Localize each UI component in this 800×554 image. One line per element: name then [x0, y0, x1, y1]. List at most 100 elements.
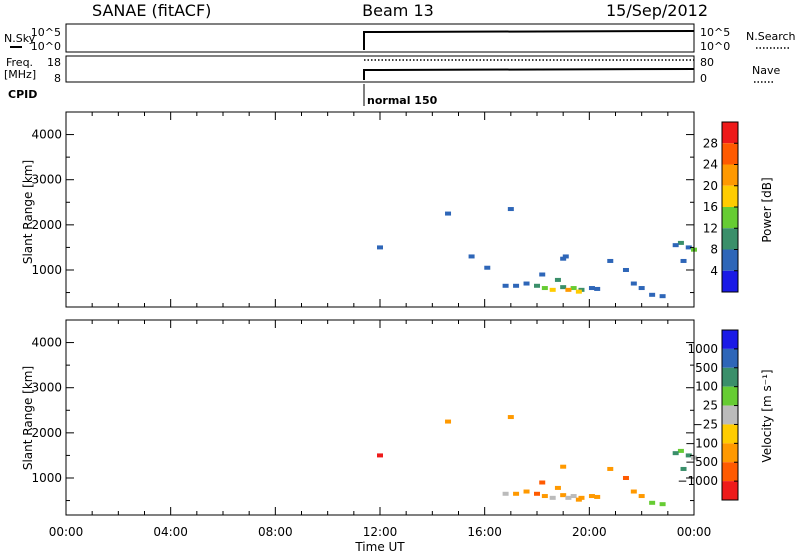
- velocity-cell: [575, 497, 582, 502]
- nave-tick-top: 80: [700, 56, 714, 69]
- nsky-left-tick-top: 10^5: [31, 26, 61, 39]
- velocity-cell: [541, 494, 548, 499]
- power-cell: [534, 283, 540, 288]
- power-colorbar-segment: [722, 143, 738, 165]
- velocity-cell: [445, 419, 452, 424]
- power-cell: [680, 258, 687, 263]
- velocity-cell: [588, 494, 595, 499]
- nsky-trace: [363, 30, 695, 50]
- power-ytick-label: 2000: [31, 218, 62, 232]
- velocity-cell: [649, 500, 656, 505]
- velocity-cell: [685, 453, 692, 458]
- power-cell: [562, 254, 569, 259]
- velocity-colorbar: 1000 500 100 25 −25 −100 −500 −1000: [677, 329, 739, 501]
- power-cell: [630, 281, 637, 286]
- power-cell: [638, 286, 645, 291]
- power-colorbar-tick-label: 24: [703, 158, 718, 172]
- power-colorbar-segment: [722, 164, 738, 186]
- velocity-cell: [607, 466, 614, 471]
- x-tick-labels: 00:00 04:00 08:00 12:00 16:00 20:00 00:00: [49, 525, 712, 539]
- power-cell: [484, 265, 491, 270]
- nsky-label: N.Sky: [4, 32, 36, 45]
- velocity-colorbar-segment: [722, 386, 738, 406]
- power-colorbar-segment: [722, 207, 738, 229]
- x-tick-label: 04:00: [153, 525, 188, 539]
- power-panel: 1000 2000 3000 4000 Slant Range [km] 4 8 12 16…: [21, 111, 774, 308]
- velocity-colorbar-tick-label: −500: [685, 455, 718, 469]
- velocity-colorbar-tick-label: −25: [693, 417, 718, 431]
- power-colorbar-segment: [722, 228, 738, 250]
- velocity-colorbar-tick-label: 500: [695, 361, 718, 375]
- velocity-colorbar-tick-label: −1000: [677, 474, 718, 488]
- power-x-ticks: [65, 112, 695, 307]
- power-colorbar-label: Power [dB]: [760, 177, 774, 242]
- velocity-colorbar-segment: [722, 462, 738, 482]
- velocity-cell: [534, 491, 540, 496]
- power-cell: [507, 207, 514, 212]
- velocity-data-cells: [377, 415, 697, 507]
- power-colorbar: 4 8 12 16 20 24 28: [703, 121, 739, 293]
- power-cell: [607, 258, 614, 263]
- nsky-panel: N.Sky 10^5 10^0 10^5 10^0 N.Search: [4, 23, 796, 53]
- velocity-cell: [560, 493, 567, 498]
- velocity-cell: [622, 475, 629, 480]
- velocity-cell: [672, 451, 679, 456]
- nsky-left-tick-bottom: 10^0: [31, 40, 61, 53]
- x-tick-label: 16:00: [467, 525, 502, 539]
- velocity-cell: [523, 489, 530, 494]
- velocity-cell: [554, 485, 561, 490]
- power-frame: [65, 111, 695, 308]
- velocity-colorbar-segment: [722, 424, 738, 444]
- cpid-label: CPID: [8, 88, 37, 101]
- velocity-cell: [377, 453, 383, 458]
- power-colorbar-tick-label: 8: [710, 243, 718, 257]
- power-cell: [622, 267, 629, 272]
- power-colorbar-tick-label: 12: [703, 221, 718, 235]
- power-cell: [560, 256, 567, 261]
- velocity-colorbar-segment: [722, 330, 738, 349]
- power-ytick-label: 3000: [31, 173, 62, 187]
- power-cell: [565, 287, 572, 292]
- power-ytick-label: 1000: [31, 263, 62, 277]
- velocity-colorbar-segment: [722, 443, 738, 463]
- velocity-colorbar-segment: [722, 367, 738, 387]
- power-colorbar-segment: [722, 249, 738, 271]
- power-cell: [575, 289, 582, 294]
- power-ytick-label: 4000: [31, 128, 62, 142]
- velocity-cell: [549, 495, 556, 500]
- velocity-cell: [677, 448, 684, 453]
- freq-left-tick-top: 18: [47, 56, 61, 69]
- velocity-cell: [594, 494, 601, 499]
- velocity-x-ticks: [65, 320, 695, 515]
- velocity-colorbar-label: Velocity [m s⁻¹]: [760, 369, 774, 462]
- freq-label-line1: Freq.: [6, 56, 33, 69]
- power-colorbar-tick-label: 16: [703, 200, 718, 214]
- cpid-mode-label: normal 150: [367, 94, 438, 107]
- power-cell: [685, 245, 692, 250]
- velocity-cell: [570, 494, 577, 499]
- power-cell: [539, 272, 546, 277]
- velocity-cell: [513, 491, 520, 496]
- power-colorbar-tick-label: 20: [703, 179, 718, 193]
- velocity-colorbar-frame: [721, 329, 739, 501]
- velocity-ytick-label: 4000: [31, 336, 62, 350]
- power-cell: [570, 286, 577, 291]
- velocity-cell: [539, 480, 546, 485]
- power-colorbar-segment: [722, 185, 738, 207]
- velocity-ylabel: Slant Range [km]: [21, 366, 35, 470]
- power-cell: [468, 254, 475, 259]
- power-cell: [560, 285, 567, 290]
- cpid-row: CPID normal 150: [8, 84, 438, 107]
- velocity-cell: [638, 494, 645, 499]
- x-tick-label: 00:00: [677, 525, 712, 539]
- nsky-right-tick-top: 10^5: [700, 26, 730, 39]
- velocity-ytick-label: 3000: [31, 381, 62, 395]
- velocity-cell: [630, 489, 637, 494]
- velocity-cell: [680, 466, 687, 471]
- velocity-ytick-label: 2000: [31, 426, 62, 440]
- x-tick-label: 08:00: [258, 525, 293, 539]
- velocity-colorbar-tick-label: 1000: [687, 342, 718, 356]
- nsearch-label: N.Search: [746, 30, 796, 43]
- power-cell: [541, 286, 548, 291]
